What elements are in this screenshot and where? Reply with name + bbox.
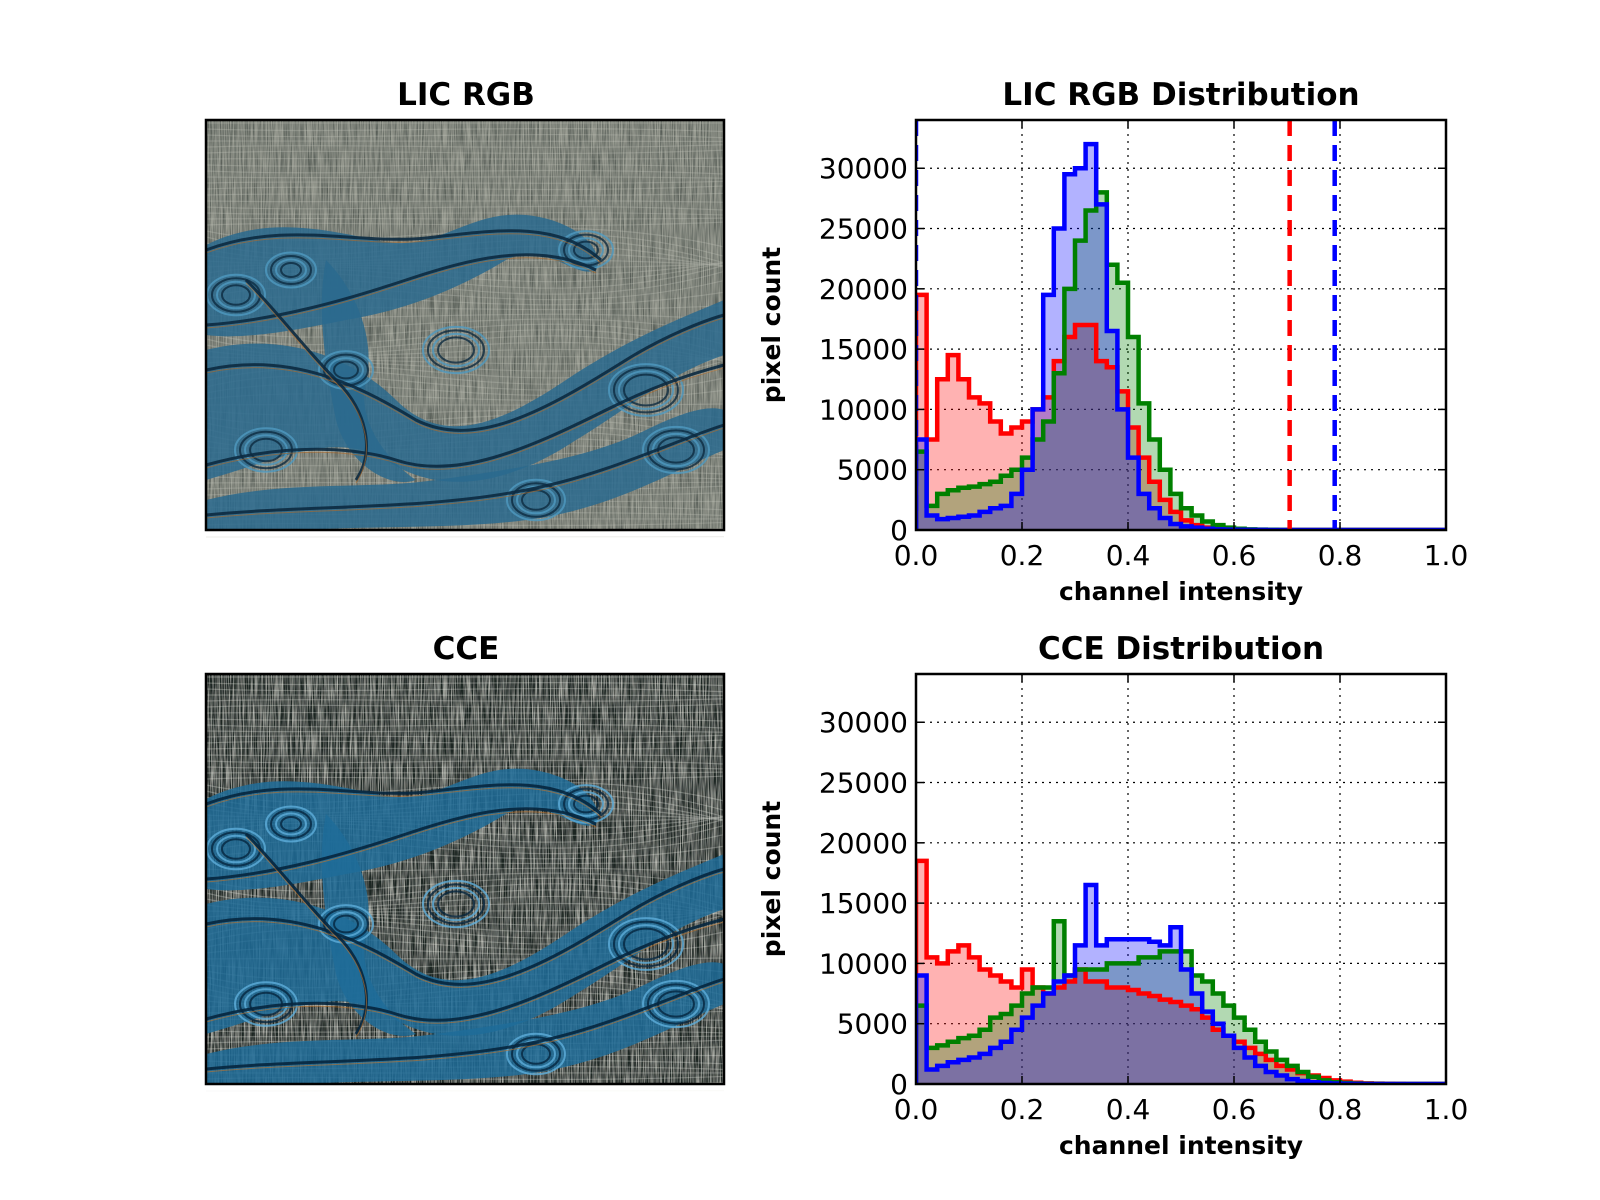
x-tick-label: 0.4 — [1106, 539, 1151, 572]
x-tick-label: 0.2 — [1000, 1093, 1045, 1126]
x-tick-label: 0.2 — [1000, 539, 1045, 572]
axes-frame — [914, 672, 1448, 1086]
histogram-fill-2 — [916, 885, 1446, 1084]
x-tick-label: 0.0 — [894, 1093, 939, 1126]
x-tick-label: 0.6 — [1212, 1093, 1257, 1126]
y-tick-label: 5000 — [837, 1008, 908, 1041]
vortex-flow-bands — [206, 214, 724, 530]
y-tick-label: 30000 — [819, 152, 908, 185]
flow-band — [206, 300, 724, 482]
cce-panel: CCE — [204, 631, 726, 1092]
histogram-fill-1 — [916, 192, 1446, 530]
y-tick-label: 10000 — [819, 947, 908, 980]
lic-rgb-distribution-chart: 0.0 0.2 0.4 0.6 0.8 1.0 0 5000 10000 15000 20000 25… — [757, 77, 1468, 606]
histogram-fill-0 — [916, 860, 1446, 1084]
cce-distribution-chart: 0.0 0.2 0.4 0.6 0.8 1.0 0 5000 10000 15000 20000 25… — [757, 631, 1468, 1160]
plot-area — [916, 858, 1446, 1084]
x-axis-label: channel intensity — [1059, 1131, 1303, 1160]
plot-area — [916, 120, 1446, 530]
axis-ticks: 0.0 0.2 0.4 0.6 0.8 1.0 0 5000 10000 15000 20000 25… — [819, 120, 1468, 572]
chart-title: CCE Distribution — [1038, 631, 1324, 667]
x-tick-label: 1.0 — [1424, 539, 1469, 572]
flow-band — [206, 408, 724, 530]
x-tick-label: 0.0 — [894, 539, 939, 572]
x-tick-label: 1.0 — [1424, 1093, 1469, 1126]
histogram-fill-0 — [916, 294, 1446, 530]
histogram-outline-1 — [916, 190, 1446, 530]
y-tick-label: 0 — [890, 514, 908, 547]
chart-title: LIC RGB Distribution — [1002, 77, 1359, 113]
grid-lines — [916, 674, 1446, 1084]
image-frame — [204, 118, 726, 532]
histogram-fill-2 — [916, 144, 1446, 530]
lic-flow-texture — [205, 120, 725, 538]
y-tick-label: 15000 — [819, 333, 908, 366]
x-tick-label: 0.8 — [1318, 539, 1363, 572]
image-frame — [204, 672, 726, 1086]
lic-rgb-panel: LIC RGB — [204, 77, 726, 538]
axis-ticks: 0.0 0.2 0.4 0.6 0.8 1.0 0 5000 10000 15000 20000 25… — [819, 674, 1468, 1126]
vortex-flow-bands — [206, 768, 724, 1084]
y-tick-label: 25000 — [819, 213, 908, 246]
x-tick-label: 0.6 — [1212, 539, 1257, 572]
flow-dark-lines — [205, 229, 725, 519]
y-tick-label: 30000 — [819, 706, 908, 739]
y-tick-label: 20000 — [819, 273, 908, 306]
y-axis-label: pixel count — [757, 247, 786, 403]
y-tick-label: 5000 — [837, 454, 908, 487]
flow-band — [206, 962, 724, 1084]
flow-band — [206, 214, 598, 337]
y-tick-label: 0 — [890, 1068, 908, 1101]
flow-dark-lines — [205, 783, 725, 1073]
grid-lines — [916, 120, 1446, 530]
image-title-lic-rgb: LIC RGB — [397, 77, 535, 113]
x-tick-label: 0.4 — [1106, 1093, 1151, 1126]
image-title-cce: CCE — [433, 631, 500, 667]
axes-frame — [914, 118, 1448, 532]
histogram-outline-2 — [916, 141, 1446, 530]
y-tick-label: 25000 — [819, 767, 908, 800]
cce-flow-texture — [205, 674, 725, 1092]
x-tick-label: 0.8 — [1318, 1093, 1363, 1126]
flow-band — [321, 260, 416, 482]
lic-rgb-image — [205, 120, 725, 538]
y-axis-label: pixel count — [757, 801, 786, 957]
cce-image — [205, 674, 725, 1092]
flow-band — [206, 768, 598, 891]
histogram-outline-0 — [916, 292, 1446, 530]
y-tick-label: 15000 — [819, 887, 908, 920]
vortex-swirls — [206, 784, 710, 1076]
flow-band — [206, 854, 724, 1036]
y-tick-label: 10000 — [819, 393, 908, 426]
flow-band — [321, 814, 416, 1036]
y-tick-label: 20000 — [819, 827, 908, 860]
x-axis-label: channel intensity — [1059, 577, 1303, 606]
